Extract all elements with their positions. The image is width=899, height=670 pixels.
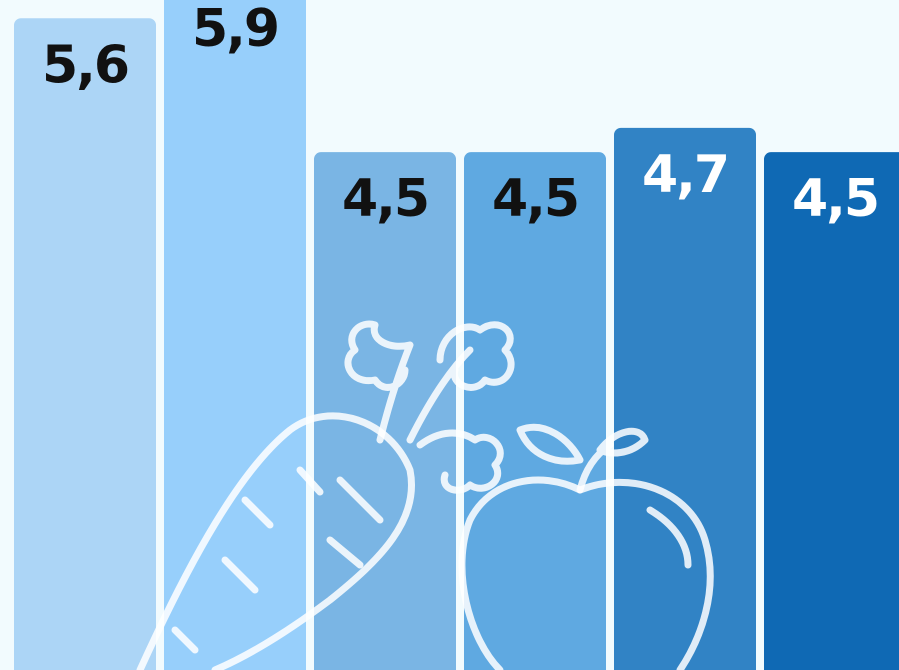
- carrot-lines: [171, 466, 384, 654]
- value-label: 5,9: [192, 0, 278, 59]
- value-label: 4,5: [792, 169, 878, 229]
- value-label: 5,6: [42, 35, 128, 95]
- bar: [14, 18, 156, 670]
- apple-stem: [516, 423, 649, 494]
- bars: [14, 0, 899, 670]
- apple-shine: [646, 506, 692, 569]
- bar: [764, 152, 899, 670]
- bar: [464, 152, 606, 670]
- carrot-leaves: [344, 320, 515, 494]
- value-label: 4,7: [642, 145, 728, 205]
- fruit-vegetable-icon: [136, 320, 714, 670]
- carrot: [136, 412, 415, 670]
- bar: [164, 0, 306, 670]
- bar: [614, 127, 756, 670]
- value-label: 4,5: [342, 169, 428, 229]
- value-label: 4,5: [492, 169, 578, 229]
- apple: [458, 476, 714, 670]
